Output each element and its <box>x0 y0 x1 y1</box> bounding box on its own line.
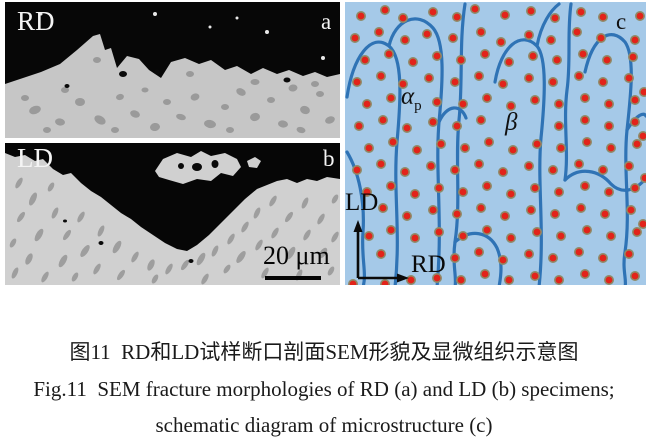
caption-chinese: 图11 RD和LD试样断口剖面SEM形貌及显微组织示意图 <box>69 340 579 364</box>
schematic-panel-c: c αp β LD RD <box>345 2 646 285</box>
alpha-symbol: α <box>401 83 415 110</box>
microstructure-diagram <box>345 2 646 285</box>
sem-image-a <box>5 2 340 138</box>
panel-b-corner-label: b <box>323 146 335 171</box>
sem-panel-a: RD a <box>5 2 340 138</box>
panel-b-direction-label: LD <box>17 143 53 173</box>
alpha-subscript: p <box>414 98 422 114</box>
panel-a-corner-label: a <box>321 9 332 34</box>
sem-panel-b: LD b 20 μm <box>5 143 340 285</box>
panel-a-direction-label: RD <box>17 6 55 36</box>
scale-bar <box>265 276 321 280</box>
axis-rd-label: RD <box>411 251 446 278</box>
axis-ld-label: LD <box>345 189 379 216</box>
scale-bar-label: 20 μm <box>263 241 330 270</box>
beta-phase-label: β <box>505 109 518 136</box>
panel-c-corner-label: c <box>616 9 627 34</box>
caption-english-line2: schematic diagram of microstructure (c) <box>155 413 493 437</box>
caption-english-line1: Fig.11 SEM fracture morphologies of RD (… <box>33 377 615 401</box>
sem-image-b <box>5 143 340 285</box>
alpha-p-phase-label: αp <box>401 84 422 114</box>
